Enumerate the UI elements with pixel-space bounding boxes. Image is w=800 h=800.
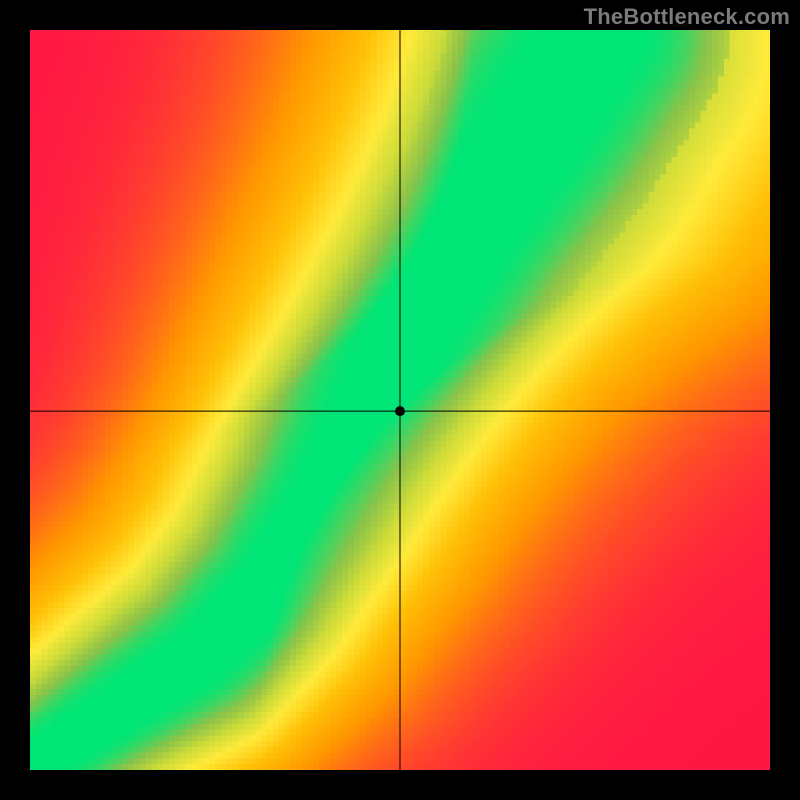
chart-container: TheBottleneck.com [0, 0, 800, 800]
bottleneck-heatmap [30, 30, 770, 770]
watermark-label: TheBottleneck.com [584, 4, 790, 30]
